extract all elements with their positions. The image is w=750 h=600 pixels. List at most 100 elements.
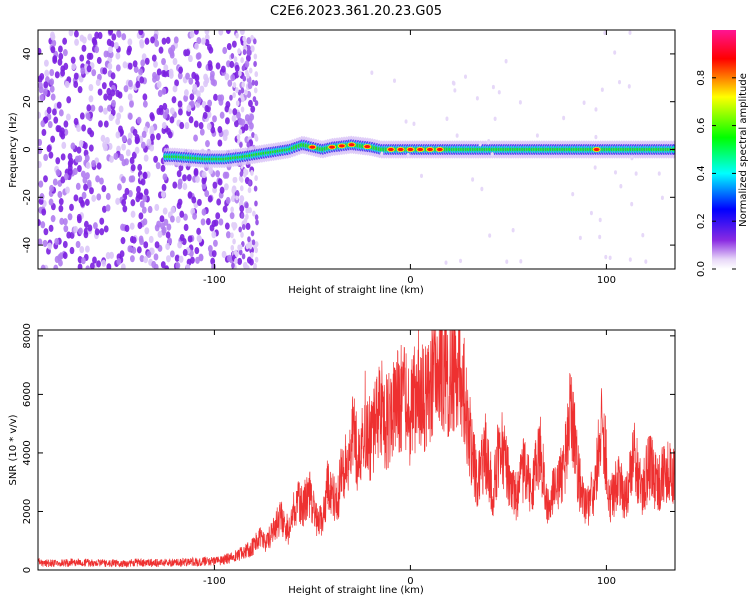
colorbar-tick-label: 0.2	[696, 213, 707, 229]
heatmap-cell	[188, 54, 193, 63]
heatmap-cell	[197, 198, 202, 207]
heatmap-cell	[235, 87, 239, 94]
heatmap-cell	[85, 112, 91, 120]
heatmap-cell	[641, 233, 645, 238]
heatmap-cell	[136, 191, 141, 199]
heatmap-cell	[490, 152, 494, 157]
heatmap-cell	[161, 226, 167, 234]
heatmap-cell	[144, 37, 150, 45]
heatmap-cell	[68, 157, 74, 165]
heatmap-cell	[121, 143, 126, 151]
heatmap-cell	[246, 54, 251, 62]
heatmap-cell	[134, 146, 140, 154]
spectrogram-y-ticks: -40 -20 0 20 40	[22, 48, 675, 253]
heatmap-cell	[111, 33, 117, 41]
heatmap-cell	[62, 240, 68, 249]
heatmap-cell	[46, 145, 52, 153]
heatmap-cell	[115, 52, 121, 60]
spectrogram-panel: -40 -20 0 20 40 -100 0 100 Height of straight …	[8, 29, 676, 296]
heatmap-cell	[497, 90, 501, 95]
heatmap-cell	[119, 250, 125, 258]
heatmap-cell	[204, 30, 210, 35]
heatmap-cell	[177, 100, 183, 108]
heatmap-cell	[120, 263, 126, 269]
heatmap-cell	[188, 77, 194, 85]
heatmap-cell	[511, 228, 515, 233]
heatmap-cell	[139, 200, 145, 208]
heatmap-cell	[99, 177, 104, 185]
heatmap-cell	[186, 104, 192, 112]
heatmap-cell	[139, 76, 145, 84]
heatmap-cell	[232, 82, 237, 89]
heatmap-cell	[96, 56, 102, 65]
heatmap-cell	[75, 182, 81, 191]
heatmap-cell	[233, 249, 238, 256]
heatmap-cell	[162, 111, 168, 120]
heatmap-cell	[226, 42, 232, 51]
heatmap-cell	[77, 155, 83, 163]
heatmap-cell	[118, 125, 123, 133]
heatmap-cell	[63, 225, 69, 233]
heatmap-cell	[143, 154, 149, 162]
heatmap-cell	[243, 123, 249, 131]
heatmap-cell	[81, 36, 87, 44]
heatmap-cell	[189, 30, 195, 39]
heatmap-cell	[195, 256, 200, 264]
heatmap-cell	[172, 181, 178, 189]
snr-y-label: SNR (10 * v/v)	[8, 414, 19, 485]
heatmap-cell	[83, 220, 89, 228]
heatmap-cell	[196, 61, 202, 69]
heatmap-cell	[38, 47, 42, 56]
heatmap-cell	[41, 128, 47, 137]
heatmap-cell	[77, 164, 82, 173]
heatmap-cell	[255, 219, 259, 226]
snr-x-label: Height of straight line (km)	[288, 585, 424, 596]
heatmap-cell	[397, 147, 404, 152]
heatmap-cell	[147, 205, 153, 214]
heatmap-cell	[248, 99, 253, 108]
heatmap-cell	[96, 260, 101, 268]
heatmap-cell	[161, 69, 167, 78]
spectrogram-x-label: Height of straight line (km)	[288, 285, 424, 296]
heatmap-cell	[153, 60, 158, 68]
heatmap-cell	[215, 212, 221, 220]
heatmap-cell	[76, 124, 82, 133]
heatmap-cell	[50, 215, 56, 223]
heatmap-cell	[613, 170, 617, 175]
heatmap-cell	[185, 263, 191, 269]
heatmap-cell	[127, 112, 133, 120]
heatmap-cell	[235, 190, 240, 197]
heatmap-cell	[55, 169, 61, 177]
heatmap-cell	[392, 78, 396, 83]
heatmap-cell	[222, 205, 228, 213]
heatmap-cell	[240, 118, 246, 126]
heatmap-cell	[83, 183, 88, 191]
heatmap-cell	[248, 243, 253, 250]
heatmap-cell	[162, 173, 168, 181]
heatmap-cell	[230, 74, 236, 82]
heatmap-cell	[86, 52, 92, 60]
heatmap-cell	[82, 142, 88, 150]
y-tick-label: 6000	[22, 382, 33, 407]
heatmap-cell	[135, 80, 141, 89]
heatmap-cell	[206, 122, 212, 131]
heatmap-cell	[238, 70, 242, 77]
heatmap-cells	[38, 30, 675, 269]
heatmap-cell	[62, 49, 68, 57]
heatmap-cell	[657, 171, 661, 176]
heatmap-cell	[250, 169, 254, 176]
heatmap-cell	[571, 191, 575, 197]
heatmap-cell	[594, 134, 598, 140]
heatmap-cell	[195, 52, 201, 60]
heatmap-cell	[127, 132, 133, 140]
heatmap-cell	[160, 261, 166, 269]
heatmap-cell	[217, 139, 223, 147]
heatmap-cell	[179, 233, 185, 242]
heatmap-cell	[58, 45, 63, 53]
heatmap-cell	[593, 165, 597, 170]
heatmap-cell	[62, 218, 68, 226]
heatmap-cell	[229, 212, 235, 220]
heatmap-cell	[248, 67, 253, 74]
heatmap-cell	[38, 86, 44, 94]
heatmap-cell	[239, 185, 244, 192]
